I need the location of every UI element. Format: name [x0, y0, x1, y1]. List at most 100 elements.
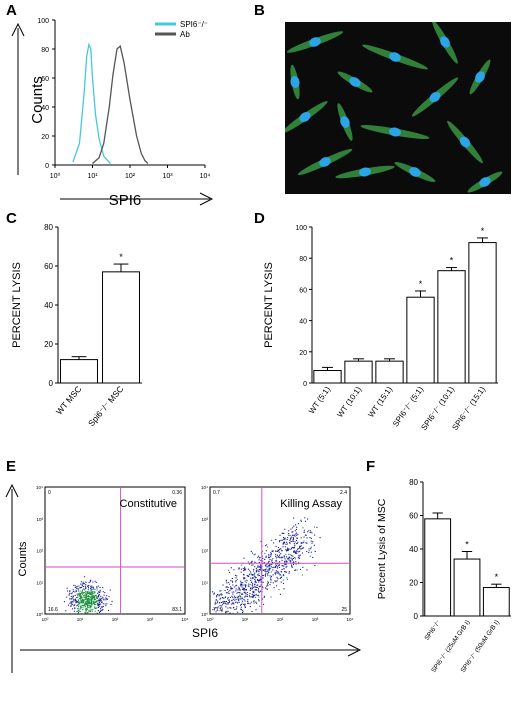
- event-dot: [85, 608, 87, 610]
- event-dot: [293, 537, 295, 539]
- event-dot: [86, 592, 88, 594]
- y-axis-label: Counts: [29, 76, 46, 124]
- event-dot: [259, 579, 261, 581]
- event-dot: [277, 563, 279, 565]
- event-dot: [267, 561, 270, 563]
- event-dot: [75, 602, 77, 604]
- event-dot: [226, 588, 229, 591]
- event-dot: [279, 557, 281, 559]
- event-dot: [279, 556, 281, 558]
- event-dot: [266, 544, 268, 546]
- event-dot: [243, 591, 245, 593]
- event-dot: [76, 601, 78, 603]
- event-dot: [91, 593, 94, 595]
- event-dot: [254, 581, 256, 583]
- event-dot: [71, 597, 74, 599]
- event-dot: [258, 570, 260, 573]
- event-dot: [284, 538, 286, 541]
- event-dot: [280, 581, 282, 583]
- event-dot: [73, 610, 75, 612]
- y-tick-label: 10⁴: [201, 485, 208, 490]
- event-dot: [82, 600, 84, 602]
- event-dot: [275, 571, 277, 573]
- event-dot: [287, 547, 289, 549]
- event-dot: [216, 596, 218, 598]
- event-dot: [267, 546, 269, 548]
- event-dot: [267, 574, 269, 576]
- event-dot: [240, 603, 242, 606]
- event-dot: [79, 586, 81, 589]
- x-tick-label: 10⁴: [200, 173, 211, 180]
- event-dot: [295, 524, 297, 526]
- y-tick-label: 60: [44, 262, 53, 271]
- event-dot: [230, 580, 232, 582]
- event-dot: [247, 602, 249, 604]
- event-dot: [82, 602, 84, 604]
- event-dot: [253, 577, 255, 579]
- event-dot: [101, 601, 103, 603]
- event-dot: [212, 609, 214, 611]
- event-dot: [271, 561, 274, 564]
- event-dot: [94, 588, 96, 590]
- event-dot: [263, 595, 265, 597]
- event-dot: [298, 561, 300, 563]
- event-dot: [278, 573, 280, 575]
- event-dot: [219, 590, 221, 592]
- event-dot: [245, 582, 247, 584]
- event-dot: [94, 595, 96, 597]
- event-dot: [277, 571, 279, 573]
- event-dot: [294, 557, 296, 559]
- event-dot: [241, 564, 243, 566]
- event-dot: [92, 581, 94, 583]
- event-dot: [77, 601, 79, 604]
- event-dot: [288, 571, 290, 573]
- event-dot: [80, 607, 82, 609]
- event-dot: [65, 610, 67, 612]
- event-dot: [281, 532, 283, 534]
- event-dot: [219, 598, 221, 600]
- event-dot: [264, 575, 266, 577]
- event-dot: [280, 553, 282, 555]
- event-dot: [252, 591, 255, 593]
- event-dot: [240, 596, 242, 598]
- event-dot: [257, 565, 259, 567]
- event-dot: [231, 599, 233, 602]
- event-dot: [225, 586, 227, 588]
- event-dot: [229, 607, 231, 609]
- event-dot: [231, 577, 233, 580]
- event-dot: [232, 602, 234, 604]
- event-dot: [297, 523, 299, 525]
- event-dot: [258, 599, 260, 601]
- event-dot: [274, 565, 277, 568]
- event-dot: [77, 607, 79, 609]
- event-dot: [273, 542, 275, 544]
- event-dot: [250, 587, 252, 589]
- event-dot: [88, 603, 90, 605]
- event-dot: [102, 596, 104, 598]
- event-dot: [241, 600, 244, 602]
- event-dot: [80, 594, 82, 596]
- event-dot: [101, 609, 103, 611]
- event-dot: [93, 602, 95, 604]
- event-dot: [254, 572, 256, 574]
- event-dot: [277, 555, 279, 557]
- event-dot: [260, 540, 262, 542]
- y-tick-label: 0: [45, 163, 49, 170]
- quadrant-upper-right: 0.36: [172, 490, 182, 496]
- event-dot: [89, 605, 91, 607]
- event-dot: [90, 596, 92, 599]
- event-dot: [99, 603, 101, 605]
- event-dot: [230, 588, 233, 590]
- event-dot: [99, 600, 101, 602]
- event-dot: [87, 598, 89, 600]
- event-dot: [214, 603, 216, 605]
- event-dot: [85, 591, 87, 593]
- event-dot: [71, 592, 73, 594]
- event-dot: [257, 573, 259, 576]
- y-tick-label: 60: [409, 512, 418, 521]
- event-dot: [244, 596, 246, 598]
- bar: [406, 296, 435, 384]
- event-dot: [96, 596, 98, 598]
- event-dot: [265, 570, 267, 572]
- event-dot: [102, 605, 104, 607]
